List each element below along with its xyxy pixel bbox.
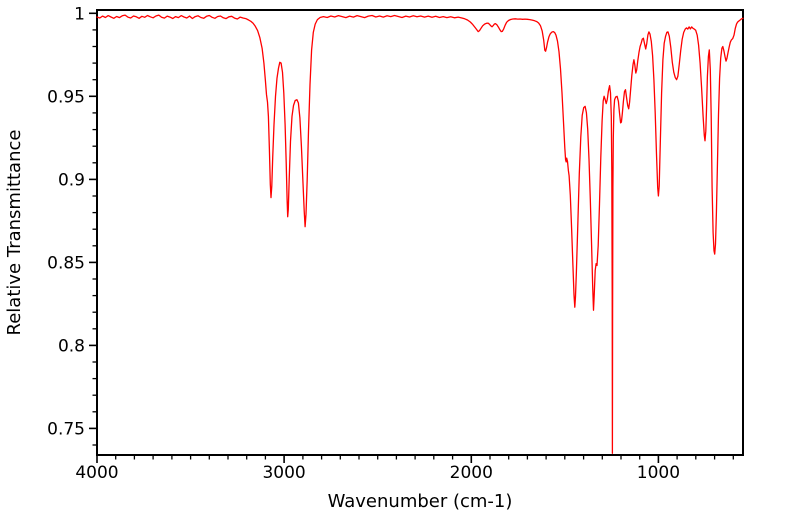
y-tick-label: 0.8 [58,336,85,356]
minor-ticks [92,29,734,460]
x-tick-label: 3000 [262,463,305,483]
x-tick-label: 2000 [450,463,493,483]
y-tick-label: 0.85 [47,253,85,273]
y-tick-label: 0.9 [58,170,85,190]
x-tick-label: 4000 [75,463,118,483]
x-axis-label: Wavenumber (cm-1) [328,491,513,512]
y-tick-label: 1 [74,4,85,24]
y-tick-label: 0.95 [47,87,85,107]
y-tick-label: 0.75 [47,419,85,439]
spectrum-curve [96,14,744,454]
major-ticks [89,12,660,463]
y-axis-label: Relative Transmittance [4,130,25,336]
tick-labels: 4000 3000 2000 1000 1 0.95 0.9 0.85 0.8 0.75 [47,4,680,483]
spectrum-series [96,14,744,454]
plot-frame [96,9,744,456]
x-tick-label: 1000 [637,463,680,483]
